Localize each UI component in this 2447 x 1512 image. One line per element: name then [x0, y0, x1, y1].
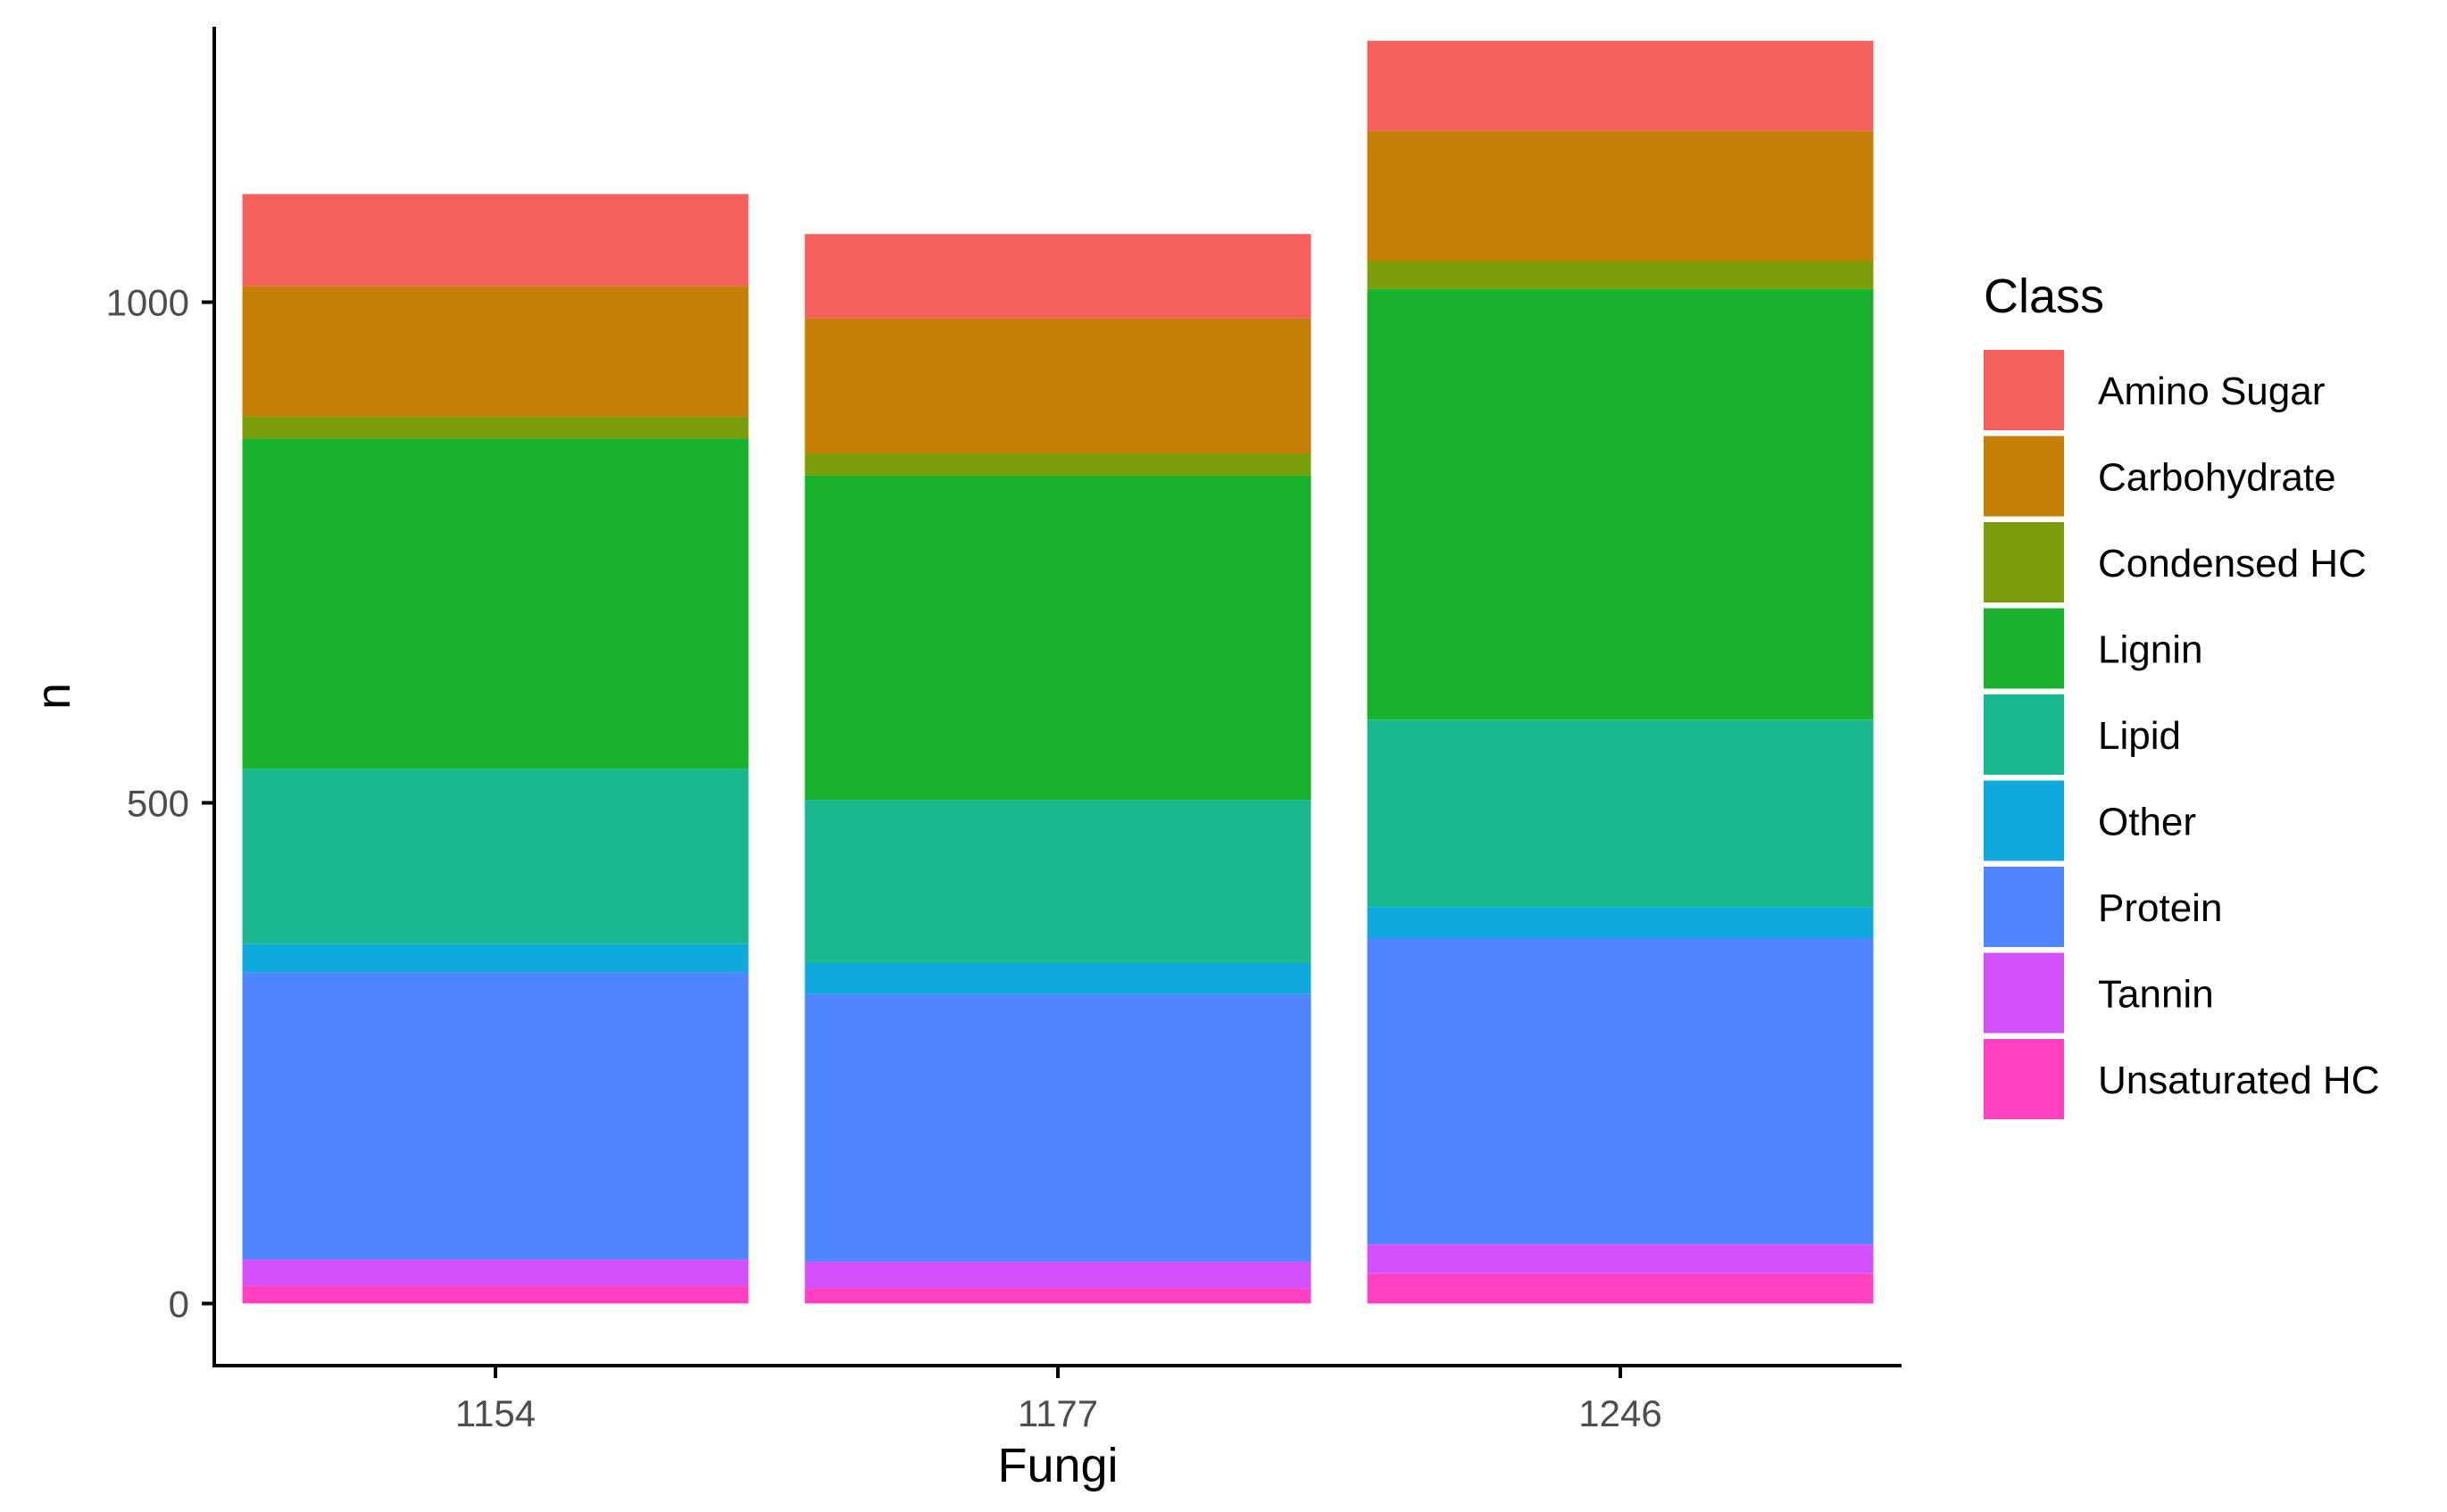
legend-label-other: Other: [2098, 801, 2196, 844]
x-tick-label: 1154: [455, 1392, 536, 1434]
y-ticks: 0 500 1000: [106, 282, 214, 1325]
legend-label-lignin: Lignin: [2098, 628, 2202, 672]
bar-segment-1246-lignin: [1367, 288, 1874, 720]
y-tick-label: 1000: [106, 282, 189, 324]
x-axis-title: Fungi: [997, 1439, 1118, 1492]
bar-segment-1246-carbohydrate: [1367, 130, 1874, 262]
legend-key-amino-sugar: [1984, 350, 2064, 430]
bar-segment-1154-amino-sugar: [242, 194, 749, 287]
bar-segment-1246-lipid: [1367, 719, 1874, 908]
legend-title: Class: [1984, 270, 2104, 323]
y-axis-title: n: [27, 683, 80, 710]
bar-segment-1154-protein: [242, 972, 749, 1260]
bar-segment-1246-unsaturated-hc: [1367, 1273, 1874, 1304]
bar-segment-1246-protein: [1367, 937, 1874, 1245]
bar-segment-1177-other: [804, 963, 1311, 994]
bar-segment-1246-amino-sugar: [1367, 40, 1874, 131]
bar-segment-1177-protein: [804, 993, 1311, 1262]
legend-key-lignin: [1984, 608, 2064, 689]
legend-key-other: [1984, 780, 2064, 861]
legend-label-condensed-hc: Condensed HC: [2098, 542, 2367, 586]
bar-segment-1246-condensed-hc: [1367, 261, 1874, 289]
x-tick-label: 1246: [1578, 1392, 1661, 1434]
bar-segment-1154-lipid: [242, 768, 749, 944]
bar-segment-1177-tannin: [804, 1261, 1311, 1289]
legend-label-carbohydrate: Carbohydrate: [2098, 456, 2336, 500]
bar-segment-1177-carbohydrate: [804, 318, 1311, 453]
bar-segment-1154-lignin: [242, 438, 749, 769]
legend-key-tannin: [1984, 952, 2064, 1034]
bars-layer: [242, 40, 1874, 1304]
bar-segment-1177-condensed-hc: [804, 453, 1311, 476]
bar-segment-1177-lignin: [804, 475, 1311, 801]
x-ticks: 1154 1177 1246: [455, 1366, 1662, 1434]
legend-key-protein: [1984, 867, 2064, 947]
legend-label-lipid: Lipid: [2098, 714, 2181, 758]
legend-label-tannin: Tannin: [2098, 973, 2214, 1017]
bar-segment-1154-tannin: [242, 1259, 749, 1286]
legend: Class Amino Sugar Carbohydrate Condensed H…: [1984, 270, 2379, 1119]
bar-segment-1177-amino-sugar: [804, 234, 1311, 319]
x-tick-label: 1177: [1018, 1392, 1098, 1434]
y-tick-label: 500: [127, 782, 189, 824]
bar-segment-1154-carbohydrate: [242, 286, 749, 417]
legend-key-condensed-hc: [1984, 522, 2064, 602]
bar-segment-1154-unsaturated-hc: [242, 1285, 749, 1304]
y-tick-label: 0: [169, 1283, 189, 1325]
legend-key-unsaturated-hc: [1984, 1039, 2064, 1119]
bar-segment-1177-lipid: [804, 800, 1311, 963]
legend-key-carbohydrate: [1984, 436, 2064, 517]
legend-key-lipid: [1984, 694, 2064, 775]
bar-segment-1177-unsaturated-hc: [804, 1288, 1311, 1304]
legend-label-unsaturated-hc: Unsaturated HC: [2098, 1059, 2379, 1102]
bar-segment-1154-condensed-hc: [242, 416, 749, 439]
bar-segment-1246-tannin: [1367, 1244, 1874, 1274]
legend-label-amino-sugar: Amino Sugar: [2098, 370, 2325, 413]
bar-segment-1154-other: [242, 943, 749, 973]
legend-label-protein: Protein: [2098, 886, 2222, 930]
bar-segment-1246-other: [1367, 907, 1874, 938]
